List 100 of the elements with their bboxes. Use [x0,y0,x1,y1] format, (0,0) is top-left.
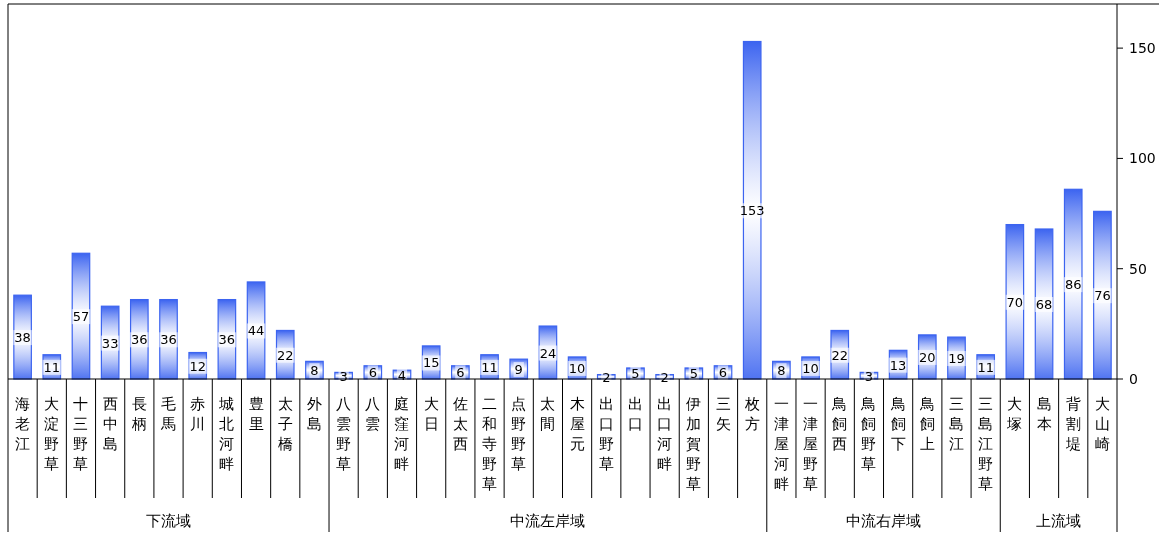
bar [13,294,32,380]
x-tick-label: 大淀野草 [44,395,60,473]
data-label: 57 [72,309,90,325]
data-label: 36 [218,332,236,348]
x-tick-label: 出口 [627,395,643,433]
x-tick-label: 点野野草 [511,395,527,473]
y-tick-label: 150 [1129,40,1156,57]
x-tick-label: 赤川 [190,395,206,433]
data-label: 153 [739,203,765,219]
bar [1093,210,1112,380]
x-axis-title: 中流左岸域 [510,512,586,530]
x-tick-label: 太間 [540,395,556,433]
bar [246,281,266,380]
data-label: 36 [160,332,177,348]
data-label: 11 [43,359,61,375]
bar [159,298,178,380]
x-tick-label: 一津屋河畔 [773,395,789,493]
x-tick-label: 八雲野草 [336,395,352,473]
x-tick-label: 豊里 [248,395,264,433]
y-tick-label: 0 [1129,371,1138,387]
data-label: 22 [831,347,849,363]
data-label: 9 [514,362,523,378]
data-label: 6 [368,365,377,381]
data-label: 36 [131,332,148,348]
data-label: 13 [889,357,907,373]
x-tick-label: 三島江 [948,395,964,453]
data-label: 3 [864,368,874,384]
x-tick-label: 一津屋野草 [803,395,819,493]
data-label: 38 [14,330,31,346]
x-tick-label: 太子橋 [277,395,293,453]
bar [947,336,966,380]
data-label: 11 [977,359,994,375]
x-tick-label: 鳥飼上 [918,395,935,453]
x-tick-label: 大日 [423,395,439,433]
x-tick-label: 毛馬 [160,395,177,433]
data-label: 20 [919,349,936,365]
bar [129,298,149,380]
x-tick-label: 三矢 [715,395,731,433]
x-tick-label: 伊加賀野草 [686,395,702,493]
x-tick-label: 背割堤 [1064,395,1081,453]
bar [917,334,937,380]
data-label: 2 [660,369,669,385]
data-label: 22 [276,347,294,363]
data-label: 10 [568,360,586,376]
x-tick-label: 城北河畔 [218,395,235,473]
bar [742,40,762,380]
data-label: 6 [456,365,465,381]
data-label: 70 [1006,294,1024,310]
x-tick-label: 大山崎 [1094,395,1110,453]
data-label: 8 [310,363,319,379]
bar [538,325,558,380]
data-label: 5 [689,366,698,382]
data-label: 33 [101,335,119,351]
x-tick-label: 佐太西 [452,395,468,453]
x-tick-label: 島本 [1036,395,1052,433]
data-label: 3 [339,368,348,384]
x-tick-label: 二和寺野草 [482,395,498,493]
x-tick-label: 西中島 [102,395,118,453]
data-label: 11 [481,359,498,375]
x-tick-label: 十三野草 [73,395,89,473]
data-label: 5 [631,366,640,382]
data-label: 24 [539,345,557,361]
data-label: 6 [718,365,728,381]
x-axis-title: 中流右岸域 [846,512,922,530]
x-tick-label: 出口河畔 [657,395,673,473]
data-label: 4 [397,367,407,383]
x-tick-label: 海老江 [15,395,31,453]
bar [830,329,850,380]
bar [275,329,295,380]
bar [421,345,441,380]
bar [1063,188,1083,380]
data-label: 10 [802,360,819,376]
y-tick-label: 100 [1129,150,1156,167]
x-tick-label: 三島江野草 [978,395,994,493]
x-tick-label: 長柄 [130,395,147,433]
x-tick-label: 鳥飼下 [889,395,906,453]
y-tick-label: 50 [1129,260,1147,277]
x-tick-label: 庭窪河畔 [394,395,410,473]
bar [71,252,91,380]
data-label: 76 [1094,288,1111,304]
data-label: 68 [1035,297,1053,312]
bar [217,298,237,380]
x-tick-label: 外島 [306,395,322,433]
data-label: 12 [189,358,206,374]
data-label: 8 [777,363,786,379]
data-label: 19 [948,351,965,367]
data-label: 86 [1064,277,1082,293]
data-label: 44 [247,323,265,339]
x-axis-title: 下流域 [146,512,192,530]
bar [100,305,120,380]
data-label: 15 [422,355,440,371]
x-tick-label: 出口野草 [598,395,614,473]
x-tick-label: 鳥飼野草 [860,395,877,473]
x-tick-label: 鳥飼西 [831,395,848,453]
data-label: 2 [602,369,611,385]
x-tick-label: 大塚 [1006,395,1023,433]
x-tick-label: 枚方 [743,395,760,433]
x-tick-label: 木屋元 [569,395,585,453]
bar [1034,228,1054,380]
x-axis-title: 上流域 [1036,512,1082,530]
